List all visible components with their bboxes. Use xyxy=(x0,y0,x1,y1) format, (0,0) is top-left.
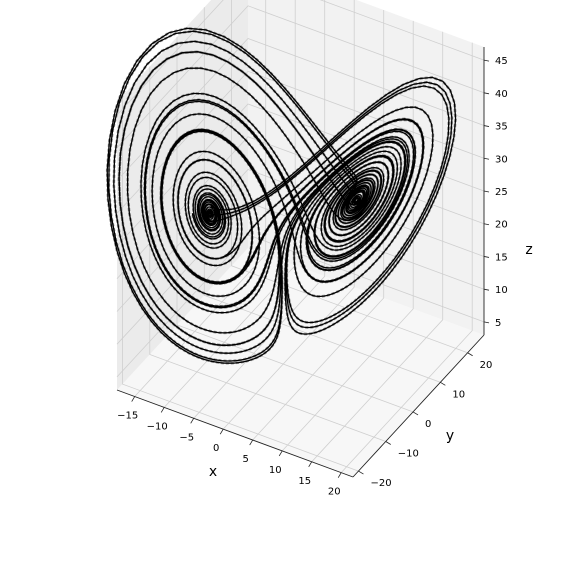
z-tick-label: 35 xyxy=(495,122,508,133)
tick-mark xyxy=(483,125,490,127)
grid-line-z xyxy=(116,169,485,312)
tick-mark xyxy=(483,92,490,95)
z-tick-label: 5 xyxy=(495,318,501,329)
grid-line-x xyxy=(311,31,444,463)
x-tick-label: −15 xyxy=(117,411,138,422)
tick-mark xyxy=(219,428,224,435)
grid-lines xyxy=(116,0,485,473)
x-tick-label: −5 xyxy=(179,432,194,443)
grid-line-z xyxy=(116,5,485,149)
z-tick-label: 30 xyxy=(495,154,508,165)
y-tick-label: −10 xyxy=(398,449,419,460)
grid-line-y xyxy=(149,66,386,442)
x-axis-line xyxy=(116,389,354,478)
z-tick-label: 45 xyxy=(495,56,508,67)
tick-mark xyxy=(483,59,490,62)
tick-mark xyxy=(358,470,364,475)
tick-mark xyxy=(440,381,446,386)
tick-mark xyxy=(483,157,490,160)
tick-mark xyxy=(412,411,419,416)
grid-line-x xyxy=(222,0,355,430)
tick-mark xyxy=(337,472,342,478)
grid-line-x xyxy=(252,10,385,441)
grid-line-z xyxy=(116,0,485,116)
x-tick-label: 20 xyxy=(328,487,341,498)
x-tick-label: 15 xyxy=(298,476,311,487)
tick-mark xyxy=(249,439,254,446)
z-tick-label: 25 xyxy=(495,187,508,198)
z-axis-label: z xyxy=(525,242,532,258)
x-axis-label: x xyxy=(209,464,217,480)
grid-line-z xyxy=(116,38,485,181)
tick-mark xyxy=(160,407,165,413)
grid-line-x xyxy=(134,0,267,397)
y-tick-label: 0 xyxy=(425,419,431,430)
tick-mark xyxy=(483,223,490,226)
tick-labels: −15 −10 −5 0 5 10 15 20 −20 −10 0 10 20 5 10 15 20 25 30 35… xyxy=(117,56,508,498)
x-tick-label: 5 xyxy=(243,454,249,465)
y-axis-label: y xyxy=(446,428,454,444)
tick-mark xyxy=(131,396,136,402)
tick-mark xyxy=(385,441,391,445)
grid-line-y xyxy=(176,36,414,413)
z-tick-label: 15 xyxy=(495,252,508,263)
x-tick-label: 0 xyxy=(213,443,219,454)
tick-mark xyxy=(483,288,490,291)
grid-line-x xyxy=(281,20,414,452)
tick-mark xyxy=(278,450,283,457)
grid-line-x xyxy=(193,0,326,419)
grid-line-z xyxy=(116,70,485,214)
x-tick-label: 10 xyxy=(269,465,282,476)
z-tick-label: 40 xyxy=(495,89,508,100)
attractor-trajectory xyxy=(105,26,457,365)
grid-line-y xyxy=(231,0,468,354)
x-tick-label: −10 xyxy=(147,421,168,432)
tick-mark xyxy=(483,321,490,324)
tick-mark xyxy=(308,461,313,467)
tick-mark xyxy=(483,190,490,193)
tick-mark xyxy=(467,352,473,357)
tick-mark xyxy=(190,418,195,424)
z-tick-label: 20 xyxy=(495,220,508,231)
tick-mark xyxy=(483,256,490,258)
trajectory-line xyxy=(106,27,457,364)
grid-line-y xyxy=(203,7,441,383)
y-tick-label: 10 xyxy=(452,389,465,400)
y-axis-line xyxy=(352,334,485,478)
grid-line-y xyxy=(122,96,359,472)
grid-line-x xyxy=(340,42,473,473)
y-tick-label: 20 xyxy=(480,360,493,371)
y-tick-label: −20 xyxy=(370,478,391,489)
z-tick-label: 10 xyxy=(495,285,508,296)
